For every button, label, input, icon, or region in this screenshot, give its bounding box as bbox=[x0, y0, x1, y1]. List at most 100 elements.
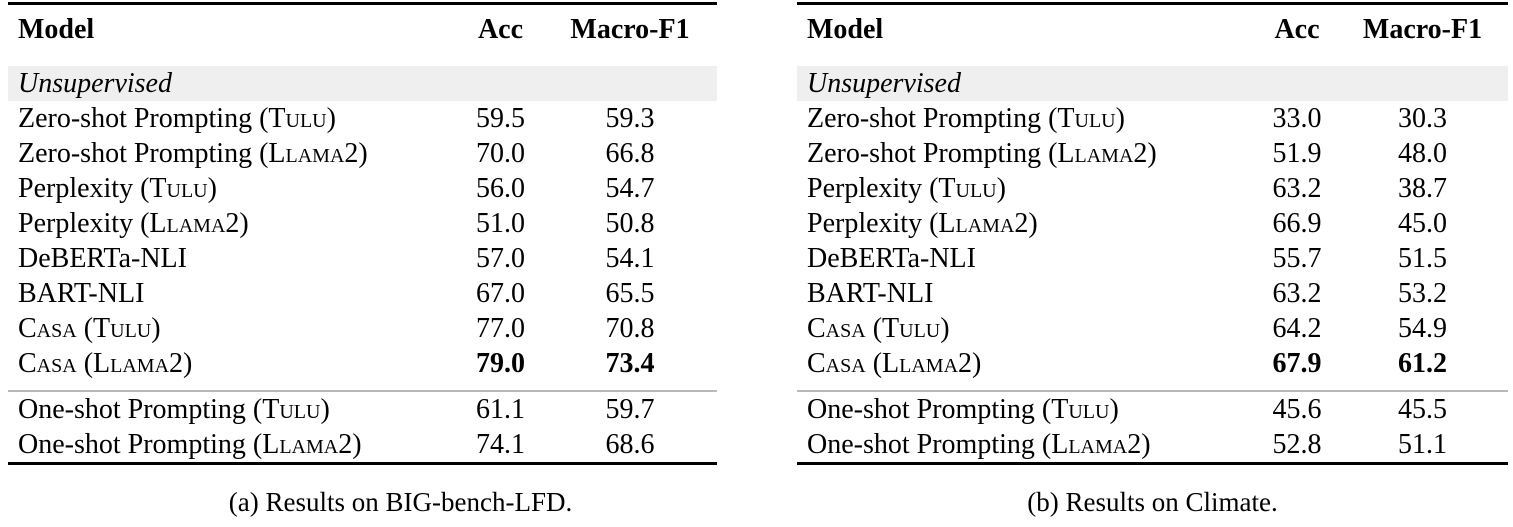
model-text: ( bbox=[76, 347, 94, 379]
model-cell: One-shot Prompting (Tulu) bbox=[797, 391, 1257, 427]
f1-cell: 45.0 bbox=[1398, 207, 1447, 239]
acc-cell: 52.8 bbox=[1272, 428, 1322, 460]
f1-cell: 51.1 bbox=[1398, 428, 1447, 460]
f1-cell: 38.7 bbox=[1398, 172, 1447, 204]
model-smallcaps-text: Llama2 bbox=[93, 347, 184, 379]
model-text: ) bbox=[151, 312, 161, 344]
model-smallcaps-text: Llama2 bbox=[268, 137, 359, 169]
acc-cell: 59.5 bbox=[476, 102, 525, 134]
table-row: Casa (Llama2) 79.0 73.4 bbox=[8, 346, 717, 381]
section-label: Unsupervised bbox=[797, 54, 1508, 101]
acc-cell: 57.0 bbox=[476, 242, 525, 274]
section-label: Unsupervised bbox=[8, 54, 717, 101]
model-text: ) bbox=[1147, 137, 1157, 169]
header-row: Model Acc Macro-F1 bbox=[8, 3, 717, 61]
acc-cell: 51.9 bbox=[1272, 137, 1322, 169]
f1-cell: 48.0 bbox=[1398, 137, 1447, 169]
table-header: Model Acc Macro-F1 bbox=[797, 3, 1508, 61]
table-row: Zero-shot Prompting (Tulu) 33.0 30.3 bbox=[797, 101, 1508, 136]
model-text: ) bbox=[320, 393, 330, 425]
f1-cell: 66.8 bbox=[605, 137, 655, 169]
model-text: Perplexity ( bbox=[807, 207, 939, 239]
table-row: One-shot Prompting (Llama2) 74.1 68.6 bbox=[8, 427, 717, 464]
col-header-model: Model bbox=[797, 3, 1257, 61]
acc-cell: 45.6 bbox=[1272, 393, 1322, 425]
table-row: Zero-shot Prompting (Llama2) 70.0 66.8 bbox=[8, 136, 717, 171]
model-smallcaps-text: Llama2 bbox=[938, 207, 1029, 239]
model-text: ( bbox=[76, 312, 94, 344]
acc-cell: 67.0 bbox=[476, 277, 525, 309]
model-cell: DeBERTa-NLI bbox=[8, 241, 458, 276]
acc-cell: 70.0 bbox=[476, 137, 525, 169]
model-smallcaps-text: Tulu bbox=[262, 393, 321, 425]
acc-cell: 33.0 bbox=[1272, 102, 1322, 134]
model-text: ) bbox=[352, 428, 362, 460]
model-cell: Zero-shot Prompting (Llama2) bbox=[8, 136, 458, 171]
model-text: ) bbox=[326, 102, 336, 134]
table-row: One-shot Prompting (Llama2) 52.8 51.1 bbox=[797, 427, 1508, 464]
acc-cell: 74.1 bbox=[476, 428, 525, 460]
model-text: ) bbox=[358, 137, 368, 169]
model-smallcaps-text: Tulu bbox=[882, 312, 941, 344]
model-smallcaps-text: Casa bbox=[18, 312, 77, 344]
section-header-row: Unsupervised bbox=[8, 54, 717, 101]
acc-cell: 77.0 bbox=[476, 312, 525, 344]
model-text: ) bbox=[1028, 207, 1038, 239]
col-header-macro-f1: Macro-F1 bbox=[1337, 3, 1508, 61]
acc-cell: 63.2 bbox=[1272, 277, 1322, 309]
model-cell: BART-NLI bbox=[797, 276, 1257, 311]
model-text: Zero-shot Prompting ( bbox=[807, 102, 1058, 134]
f1-cell: 30.3 bbox=[1398, 102, 1447, 134]
model-cell: Perplexity (Tulu) bbox=[8, 171, 458, 206]
model-text: Zero-shot Prompting ( bbox=[18, 137, 269, 169]
table-row: Perplexity (Tulu) 56.0 54.7 bbox=[8, 171, 717, 206]
f1-cell: 45.5 bbox=[1398, 393, 1447, 425]
model-smallcaps-text: Tulu bbox=[1057, 102, 1116, 134]
f1-cell: 51.5 bbox=[1398, 242, 1447, 274]
table-row: Perplexity (Tulu) 63.2 38.7 bbox=[797, 171, 1508, 206]
model-smallcaps-text: Tulu bbox=[1051, 393, 1110, 425]
model-text: One-shot Prompting ( bbox=[807, 428, 1052, 460]
model-smallcaps-text: Llama2 bbox=[882, 347, 973, 379]
model-smallcaps-text: Casa bbox=[807, 347, 866, 379]
model-cell: Zero-shot Prompting (Tulu) bbox=[8, 101, 458, 136]
col-header-macro-f1: Macro-F1 bbox=[543, 3, 717, 61]
model-text: ) bbox=[940, 312, 950, 344]
oneshot-section: One-shot Prompting (Tulu) 45.6 45.5 One-… bbox=[797, 381, 1508, 464]
table-row: One-shot Prompting (Tulu) 45.6 45.5 bbox=[797, 391, 1508, 427]
table-row: DeBERTa-NLI 57.0 54.1 bbox=[8, 241, 717, 276]
model-smallcaps-text: Casa bbox=[807, 312, 866, 344]
model-text: One-shot Prompting ( bbox=[807, 393, 1052, 425]
model-text: ) bbox=[996, 172, 1006, 204]
header-row: Model Acc Macro-F1 bbox=[797, 3, 1508, 61]
model-cell: Casa (Tulu) bbox=[8, 311, 458, 346]
model-smallcaps-text: Tulu bbox=[268, 102, 327, 134]
model-text: ) bbox=[239, 207, 249, 239]
table-row: Casa (Tulu) 64.2 54.9 bbox=[797, 311, 1508, 346]
model-cell: Zero-shot Prompting (Tulu) bbox=[797, 101, 1257, 136]
table-row: One-shot Prompting (Tulu) 61.1 59.7 bbox=[8, 391, 717, 427]
model-text: DeBERTa-NLI bbox=[18, 242, 187, 274]
model-text: DeBERTa-NLI bbox=[807, 242, 976, 274]
f1-cell: 54.9 bbox=[1398, 312, 1447, 344]
model-cell: Zero-shot Prompting (Llama2) bbox=[797, 136, 1257, 171]
model-cell: Casa (Tulu) bbox=[797, 311, 1257, 346]
col-header-acc: Acc bbox=[458, 3, 543, 61]
f1-cell: 50.8 bbox=[605, 207, 655, 239]
table-row: Casa (Llama2) 67.9 61.2 bbox=[797, 346, 1508, 381]
model-smallcaps-text: Tulu bbox=[149, 172, 208, 204]
table-row: BART-NLI 67.0 65.5 bbox=[8, 276, 717, 311]
model-smallcaps-text: Tulu bbox=[938, 172, 997, 204]
acc-cell: 67.9 bbox=[1272, 347, 1322, 379]
model-text: One-shot Prompting ( bbox=[18, 428, 263, 460]
section-header-row: Unsupervised bbox=[797, 54, 1508, 101]
model-smallcaps-text: Llama2 bbox=[262, 428, 353, 460]
col-header-acc: Acc bbox=[1257, 3, 1337, 61]
f1-cell: 73.4 bbox=[605, 347, 655, 379]
table-row: DeBERTa-NLI 55.7 51.5 bbox=[797, 241, 1508, 276]
f1-cell: 54.7 bbox=[605, 172, 655, 204]
model-text: Perplexity ( bbox=[18, 172, 150, 204]
model-text: ) bbox=[207, 172, 217, 204]
model-text: BART-NLI bbox=[807, 277, 934, 309]
